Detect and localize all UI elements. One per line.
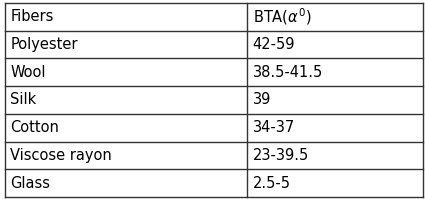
Text: 42-59: 42-59	[252, 37, 295, 52]
Text: Cotton: Cotton	[10, 120, 59, 135]
Text: Glass: Glass	[10, 176, 50, 191]
Text: Polyester: Polyester	[10, 37, 78, 52]
Text: Fibers: Fibers	[10, 9, 54, 24]
Text: 34-37: 34-37	[252, 120, 295, 135]
Text: Viscose rayon: Viscose rayon	[10, 148, 112, 163]
Text: 23-39.5: 23-39.5	[252, 148, 309, 163]
Text: 2.5-5: 2.5-5	[252, 176, 291, 191]
Text: Wool: Wool	[10, 65, 46, 80]
Text: 39: 39	[252, 93, 271, 107]
Text: Silk: Silk	[10, 93, 37, 107]
Text: BTA($\alpha^0$): BTA($\alpha^0$)	[252, 7, 311, 27]
Text: 38.5-41.5: 38.5-41.5	[252, 65, 323, 80]
